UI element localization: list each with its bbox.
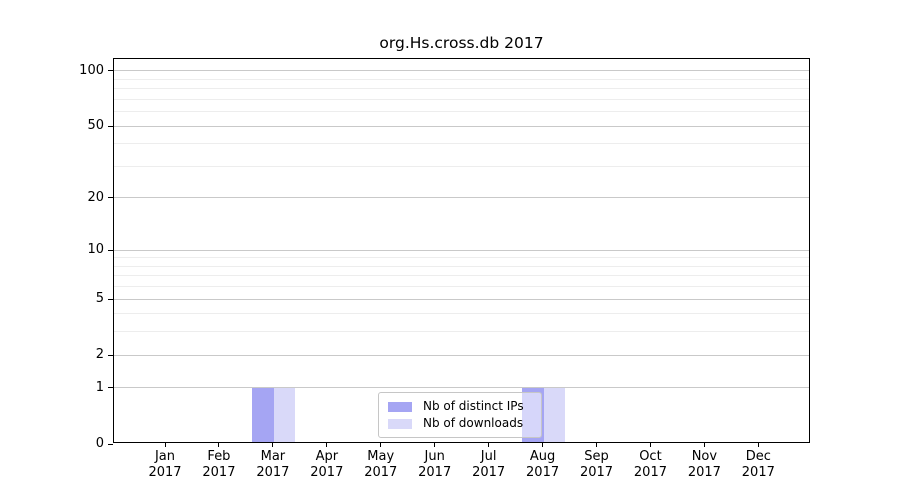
x-tick-label: Mar 2017 (243, 449, 303, 481)
x-tick-label: Dec 2017 (728, 449, 788, 481)
y-tick-label: 20 (87, 189, 104, 205)
gridline-minor (114, 143, 809, 145)
y-tick (108, 354, 113, 356)
gridline-major (114, 70, 809, 72)
x-tick (218, 442, 220, 447)
x-tick (542, 442, 544, 447)
y-tick-label: 1 (95, 379, 104, 395)
gridline-minor (114, 331, 809, 333)
x-tick-label: Jul 2017 (459, 449, 519, 481)
bar-downloads (543, 387, 566, 442)
x-tick-year: 2017 (202, 465, 236, 480)
x-tick-year: 2017 (148, 465, 182, 480)
gridline-minor (114, 313, 809, 315)
x-tick-month: Mar (260, 449, 286, 464)
bar-downloads (273, 387, 296, 442)
x-tick (596, 442, 598, 447)
x-tick-label: Oct 2017 (620, 449, 680, 481)
x-tick-label: Apr 2017 (297, 449, 357, 481)
x-tick-month: Jun (424, 449, 445, 464)
y-tick (108, 197, 113, 199)
x-tick-month: Nov (691, 449, 718, 464)
x-tick-label: Aug 2017 (513, 449, 573, 481)
y-tick-label: 5 (95, 291, 104, 307)
y-tick (108, 70, 113, 72)
y-tick-label: 50 (87, 118, 104, 134)
x-tick (757, 442, 759, 447)
x-tick-month: Aug (529, 449, 556, 464)
x-tick-month: Sep (584, 449, 609, 464)
x-tick-label: Feb 2017 (189, 449, 249, 481)
legend-swatch-distinct-ips-icon (388, 401, 412, 412)
x-tick-month: Apr (315, 449, 339, 464)
x-tick-label: Sep 2017 (567, 449, 627, 481)
gridline-major (114, 354, 809, 356)
x-tick-label: Nov 2017 (674, 449, 734, 481)
legend-label-downloads: Nb of downloads (423, 416, 524, 430)
x-tick (703, 442, 705, 447)
gridline-major (114, 387, 809, 389)
gridline-minor (114, 78, 809, 80)
x-tick-label: Jan 2017 (135, 449, 195, 481)
legend: Nb of distinct IPs Nb of downloads (378, 392, 542, 438)
y-tick-label: 0 (95, 436, 104, 451)
y-tick-label: 100 (79, 62, 104, 78)
x-tick-month: Jan (154, 449, 176, 464)
bar-distinct-ips (252, 387, 274, 442)
x-tick-year: 2017 (741, 465, 775, 480)
gridline-minor (114, 275, 809, 277)
x-tick-month: May (367, 449, 395, 464)
gridline-minor (114, 111, 809, 113)
x-tick-year: 2017 (472, 465, 506, 480)
y-tick (108, 249, 113, 251)
plot-area: Nb of distinct IPs Nb of downloads (113, 58, 810, 443)
legend-swatch-downloads-icon (388, 418, 412, 429)
gridline-major (114, 298, 809, 300)
x-tick (326, 442, 328, 447)
gridline-major (114, 125, 809, 127)
x-tick (649, 442, 651, 447)
x-tick (272, 442, 274, 447)
y-tick (108, 125, 113, 127)
gridline-major (114, 249, 809, 251)
y-tick-label: 2 (95, 347, 104, 363)
gridline-minor (114, 286, 809, 288)
x-tick (434, 442, 436, 447)
x-tick-year: 2017 (687, 465, 721, 480)
gridline-minor (114, 165, 809, 167)
gridline-minor (114, 257, 809, 259)
x-tick (488, 442, 490, 447)
x-tick-month: Oct (639, 449, 662, 464)
gridline-minor (114, 265, 809, 267)
x-tick-label: Jun 2017 (405, 449, 465, 481)
y-tick-label: 10 (87, 242, 104, 258)
x-tick-label: May 2017 (351, 449, 411, 481)
x-tick-month: Dec (745, 449, 771, 464)
legend-label-distinct-ips: Nb of distinct IPs (423, 399, 524, 413)
gridline-minor (114, 88, 809, 90)
x-tick (380, 442, 382, 447)
y-tick (108, 387, 113, 389)
y-tick (108, 443, 113, 445)
legend-item-downloads: Nb of downloads (388, 416, 531, 431)
x-tick-year: 2017 (633, 465, 667, 480)
x-tick-year: 2017 (526, 465, 560, 480)
bars-layer (114, 59, 809, 442)
legend-item-distinct-ips: Nb of distinct IPs (388, 399, 531, 414)
x-tick-year: 2017 (418, 465, 452, 480)
x-tick-year: 2017 (364, 465, 398, 480)
x-tick (164, 442, 166, 447)
x-tick-year: 2017 (579, 465, 614, 480)
x-tick-year: 2017 (256, 465, 290, 480)
gridline-major (114, 197, 809, 199)
x-tick-month: Jul (480, 449, 497, 464)
x-tick-month: Feb (207, 449, 231, 464)
y-tick (108, 298, 113, 300)
chart-title: org.Hs.cross.db 2017 (379, 34, 544, 52)
x-tick-year: 2017 (310, 465, 344, 480)
gridlines-layer (114, 59, 809, 442)
gridline-minor (114, 98, 809, 100)
